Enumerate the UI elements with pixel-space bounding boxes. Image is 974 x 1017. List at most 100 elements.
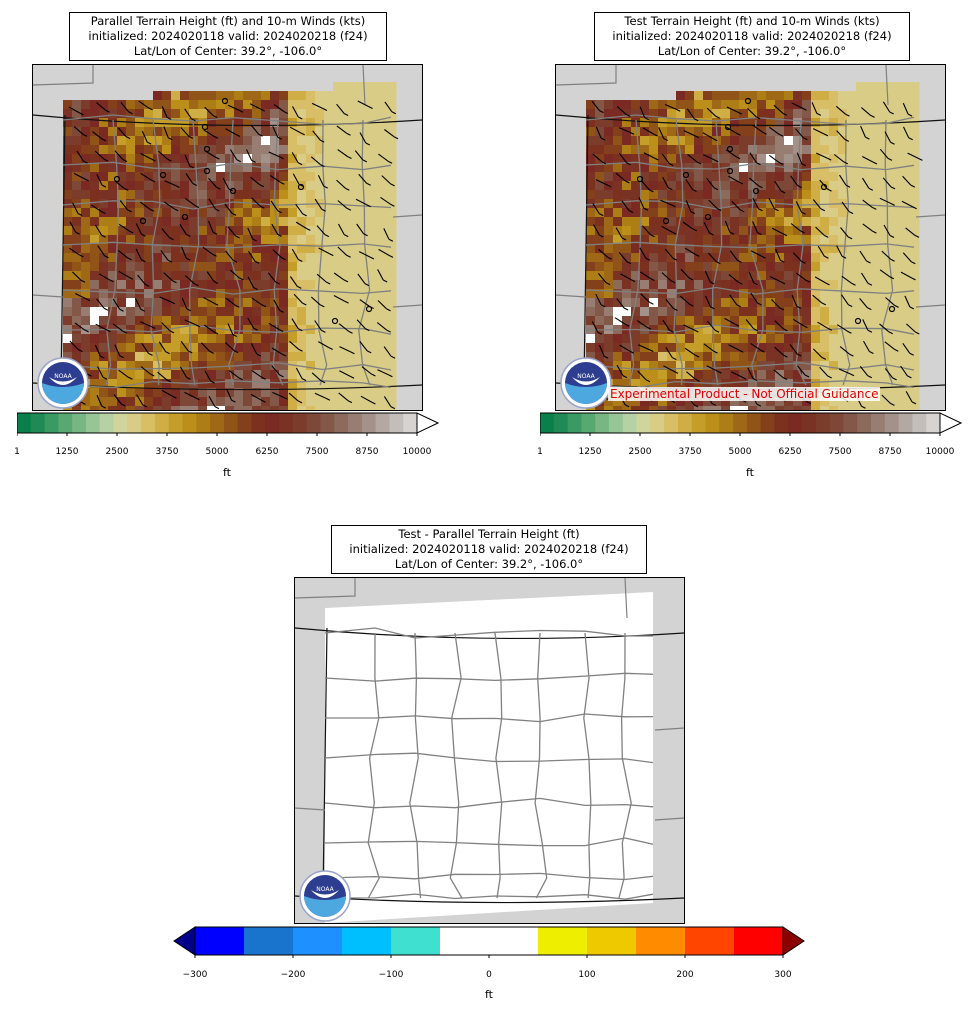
wind-barb	[97, 245, 105, 257]
wind-barb	[769, 276, 782, 283]
wind-barb-flag	[382, 279, 388, 283]
wind-barb-flag	[212, 231, 218, 235]
wind-barb-flag	[752, 378, 758, 381]
wind-barb-flag	[663, 138, 668, 141]
wind-barb	[90, 204, 102, 212]
wind-barb	[811, 102, 818, 114]
wind-barb	[884, 131, 891, 143]
wind-barb	[271, 223, 279, 235]
calm-wind-circle	[854, 317, 862, 325]
noaa-logo-text: NOAA	[577, 373, 595, 380]
wind-barb-flag	[597, 331, 603, 335]
wind-barb-flag	[671, 204, 676, 208]
wind-barb-flag	[806, 401, 811, 405]
wind-barb-flag	[275, 281, 280, 285]
colorbar-segment	[677, 413, 693, 433]
colorbar-tick-label: 7500	[305, 447, 329, 457]
wind-barb	[664, 248, 674, 259]
wind-barb-flag	[283, 111, 289, 114]
wind-barb	[229, 269, 240, 279]
wind-barb	[752, 124, 764, 133]
wind-barb-flag	[650, 234, 655, 238]
wind-barb	[748, 177, 759, 187]
wind-barb-flag	[279, 156, 284, 160]
wind-barb-flag	[344, 300, 349, 304]
diff-terrain-map: NOAA	[294, 577, 685, 924]
wind-barb	[863, 340, 870, 352]
wind-barb	[724, 317, 736, 325]
wind-barb-flag	[890, 202, 895, 206]
wind-barb	[273, 299, 281, 311]
wind-barb	[907, 152, 919, 159]
wind-barb-flag	[127, 209, 132, 213]
wind-barb-flag	[867, 307, 872, 311]
wind-barb	[73, 126, 84, 135]
parallel-title: Parallel Terrain Height (ft) and 10-m Wi…	[69, 12, 387, 61]
test-title-line-1: Test Terrain Height (ft) and 10-m Winds …	[624, 14, 880, 28]
wind-barb-flag	[872, 230, 877, 234]
wind-barb	[791, 102, 803, 109]
colorbar-segment	[375, 413, 391, 433]
wind-barb-flag	[758, 208, 763, 212]
wind-barb	[728, 344, 740, 351]
wind-barb	[618, 127, 631, 133]
wind-barb	[660, 199, 672, 206]
wind-barb	[184, 319, 197, 326]
wind-barb-flag	[188, 135, 194, 139]
wind-barb	[679, 295, 690, 305]
wind-barb-flag	[847, 330, 852, 334]
parallel-title-line-3: Lat/Lon of Center: 39.2°, -106.0°	[133, 44, 323, 58]
wind-barb	[181, 246, 187, 259]
wind-barb	[862, 177, 870, 189]
wind-barb-flag	[79, 254, 84, 258]
wind-barb-flag	[390, 203, 395, 207]
wind-barb-flag	[102, 376, 108, 380]
wind-barb	[179, 224, 187, 235]
diff-title-line-1: Test - Parallel Terrain Height (ft)	[398, 527, 580, 541]
wind-barb	[902, 175, 912, 186]
wind-barb	[638, 197, 645, 209]
calm-wind-circle	[221, 97, 229, 105]
wind-barb	[94, 150, 105, 160]
wind-barb	[137, 274, 146, 285]
wind-barb	[790, 223, 801, 232]
wind-barb	[774, 180, 782, 192]
wind-barb	[835, 105, 846, 115]
wind-barb-flag	[212, 253, 217, 257]
wind-barb-flag	[172, 280, 177, 284]
wind-barb-flag	[251, 159, 256, 163]
colorbar-over-arrow	[939, 412, 963, 434]
wind-barb-flag	[324, 234, 330, 238]
wind-barb	[247, 317, 255, 329]
wind-barb-flag	[81, 401, 86, 405]
wind-barb-flag	[215, 208, 220, 212]
wind-barb-flag	[649, 189, 654, 193]
wind-barb-flag	[630, 279, 636, 283]
wind-barb-flag	[649, 349, 654, 353]
colorbar-segment	[719, 413, 734, 433]
wind-barb	[314, 198, 323, 210]
wind-barb	[114, 180, 125, 189]
colorbar-tick-label: 6250	[255, 447, 279, 457]
wind-barb	[247, 227, 254, 240]
wind-barb	[684, 347, 696, 356]
wind-barb	[860, 125, 866, 138]
wind-barb	[384, 101, 393, 113]
wind-barb	[141, 130, 148, 143]
wind-barb-flag	[823, 133, 829, 137]
wind-barb-flag	[388, 238, 394, 242]
wind-barb	[201, 342, 211, 352]
wind-barb	[861, 272, 869, 284]
wind-barb-flag	[756, 403, 762, 407]
wind-barb-flag	[670, 280, 676, 284]
colorbar-segment	[685, 927, 735, 955]
wind-barb-flag	[713, 350, 718, 354]
wind-barb-flag	[912, 206, 917, 210]
wind-barb-flag	[910, 184, 916, 188]
wind-barb	[879, 323, 890, 333]
wind-barb	[661, 272, 672, 282]
wind-barb-flag	[104, 255, 109, 259]
wind-barb	[361, 366, 372, 375]
wind-barb-flag	[827, 375, 832, 379]
colorbar-segment	[595, 413, 610, 433]
